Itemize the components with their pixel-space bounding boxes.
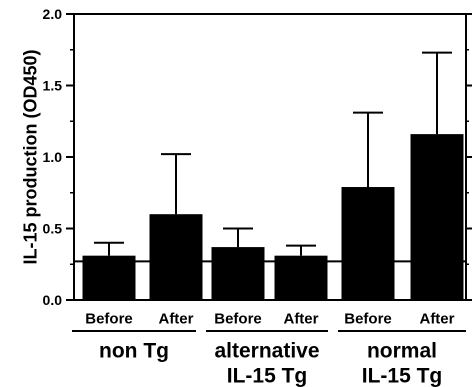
y-axis-label: IL-15 production (OD450) <box>20 49 40 264</box>
group-label-line2: IL-15 Tg <box>227 364 308 387</box>
group-label-line2: IL-15 Tg <box>362 364 443 387</box>
y-tick-label: 1.0 <box>43 149 63 165</box>
category-label: After <box>158 310 193 327</box>
error-bars <box>94 51 452 256</box>
category-labels: Before After Before After Before After <box>85 310 454 327</box>
category-label: After <box>419 310 454 327</box>
bar <box>82 255 136 300</box>
y-tick-label: 2.0 <box>43 6 63 22</box>
category-label: Before <box>344 310 392 327</box>
group-label: alternative <box>214 339 319 362</box>
category-label: After <box>283 310 318 327</box>
y-axis-ticks: 0.0 0.5 1.0 1.5 2.0 <box>43 6 472 308</box>
plot-border <box>73 13 467 301</box>
y-axis-label-group: IL-15 production (OD450) <box>20 49 40 264</box>
bar <box>410 134 464 300</box>
bar <box>211 247 265 300</box>
bars <box>82 134 464 300</box>
bar <box>341 187 395 300</box>
bar <box>149 214 203 300</box>
group-label: normal <box>367 339 437 362</box>
bar <box>274 255 328 300</box>
y-tick-label: 0.0 <box>43 292 63 308</box>
y-tick-label: 1.5 <box>43 77 63 93</box>
y-tick-label: 0.5 <box>43 220 63 236</box>
category-label: Before <box>214 310 262 327</box>
category-label: Before <box>85 310 133 327</box>
group-label: non Tg <box>99 339 169 362</box>
plot-frame <box>73 13 467 301</box>
